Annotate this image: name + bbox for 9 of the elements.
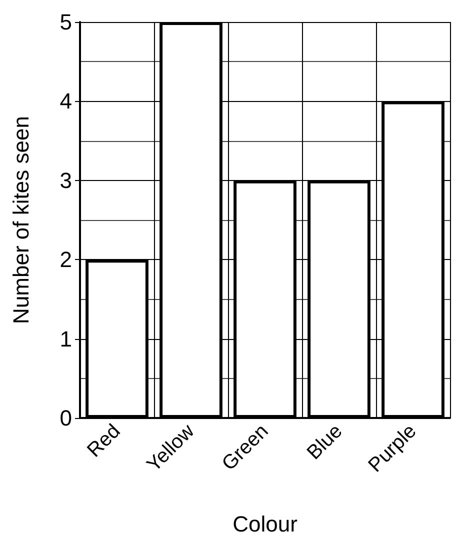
y-tick-label: 1 (60, 326, 72, 352)
x-axis-title: Colour (232, 512, 298, 536)
x-tick-label: Blue (302, 420, 347, 464)
y-axis-title: Number of kites seen (8, 116, 34, 324)
y-tick-label: 2 (60, 247, 72, 272)
y-tick-label: 5 (60, 10, 72, 34)
y-tick-label: 4 (60, 88, 72, 114)
y-tick-label: 0 (60, 406, 72, 430)
y-tick-label: 3 (60, 168, 72, 193)
